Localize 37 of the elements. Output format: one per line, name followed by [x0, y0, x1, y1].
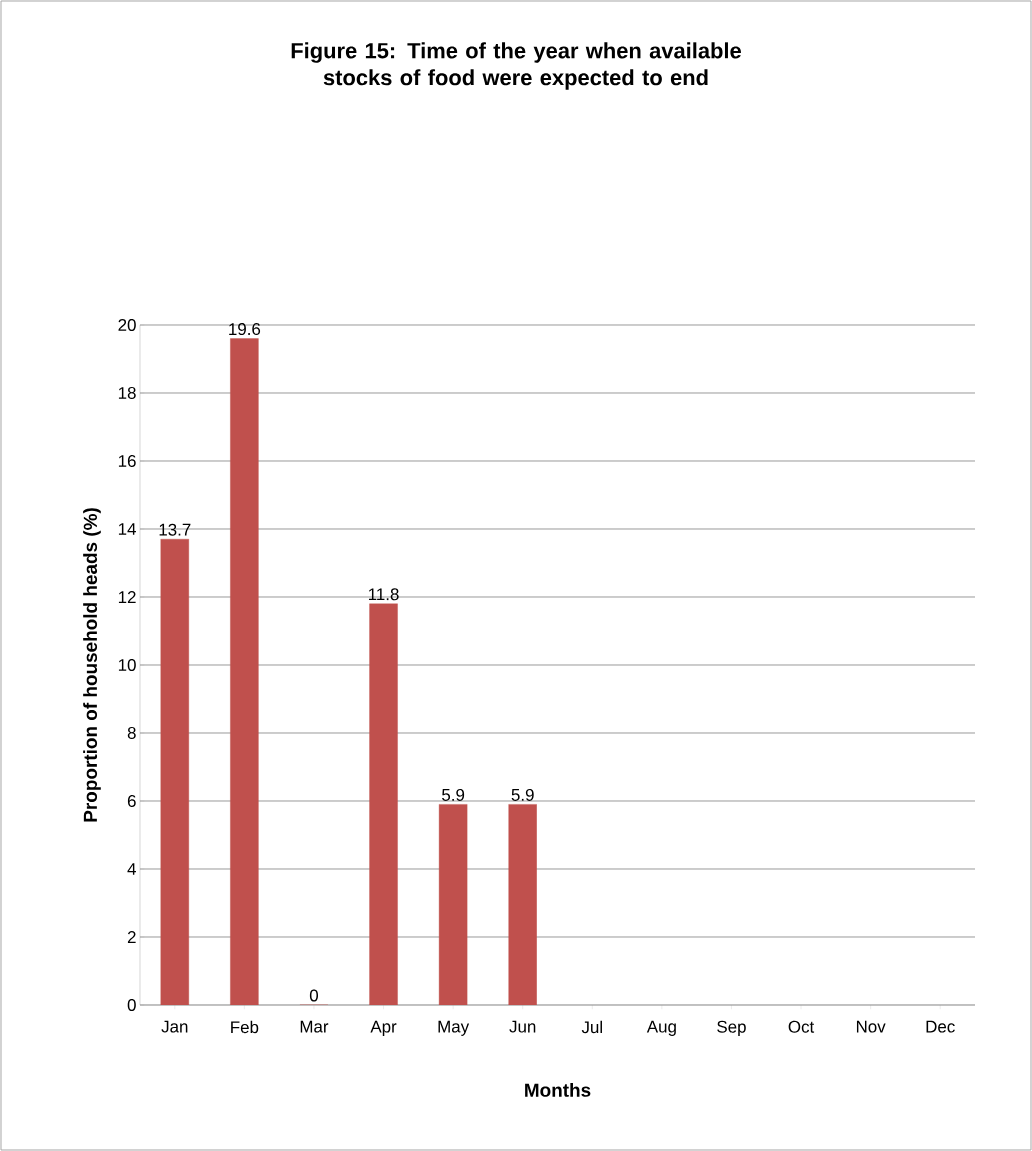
y-tick-label: 10: [118, 658, 136, 671]
x-tick-label: Mar: [300, 1020, 329, 1033]
x-tick-label: Aug: [646, 1020, 676, 1036]
data-label: 19.6: [229, 323, 261, 336]
x-tick-label: Jun: [509, 1020, 536, 1033]
data-label: 5.9: [442, 788, 465, 801]
y-tick-label: 20: [118, 318, 136, 331]
x-axis-title: Months: [525, 1082, 591, 1097]
x-tick-label: Jan: [161, 1020, 188, 1033]
x-tick-label: May: [438, 1020, 470, 1036]
y-tick-label: 8: [127, 726, 136, 739]
x-tick-label: Oct: [788, 1020, 815, 1033]
bar: [160, 538, 189, 1005]
x-tick-label: Sep: [717, 1020, 746, 1037]
bar: [438, 804, 468, 1005]
bar: [369, 603, 398, 1005]
data-label: 11.8: [368, 588, 399, 601]
y-tick-label: 16: [118, 454, 136, 467]
y-tick-label: 12: [118, 591, 136, 603]
y-tick-label: 4: [127, 863, 136, 875]
x-tick-label: Apr: [370, 1020, 397, 1036]
bar: [508, 804, 537, 1005]
y-tick-label: 18: [118, 386, 136, 399]
data-label: 13.7: [159, 523, 191, 536]
data-label: 0: [309, 989, 319, 1002]
x-tick-label: Nov: [856, 1020, 886, 1033]
y-tick-label: 0: [127, 998, 136, 1011]
x-tick-label: Jul: [581, 1020, 602, 1034]
y-axis-title: Proportion of household heads (%): [83, 508, 101, 822]
data-label: 5.9: [511, 788, 534, 801]
x-tick-label: Feb: [231, 1020, 259, 1034]
bar: [230, 338, 259, 1005]
y-tick-label: 14: [118, 523, 136, 535]
y-tick-label: 6: [127, 794, 136, 807]
y-tick-label: 2: [127, 931, 136, 943]
chart-title: Figure 15: Time of the year when available stocks of food were expected to end: [291, 42, 741, 90]
x-tick-label: Dec: [926, 1020, 955, 1033]
